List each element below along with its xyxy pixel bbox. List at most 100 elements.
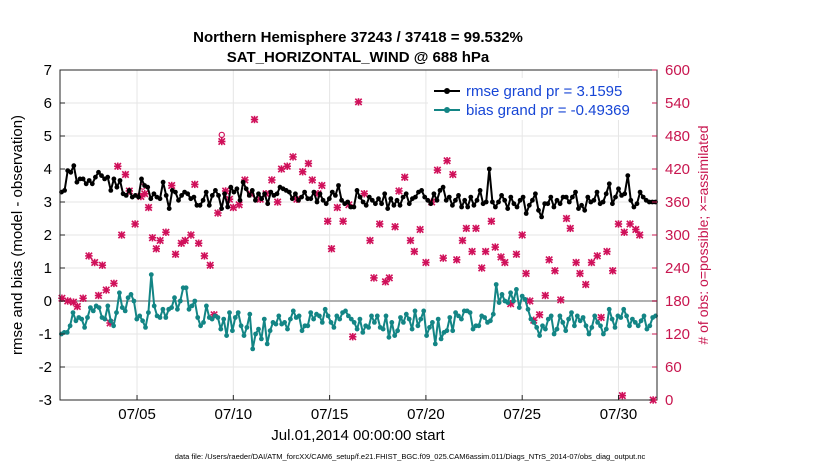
bias-point	[403, 311, 409, 317]
bias-point	[137, 313, 143, 319]
obs-point	[348, 332, 357, 341]
bias-point	[621, 306, 627, 312]
rmse-point	[486, 166, 492, 172]
rmse-point	[456, 193, 461, 198]
bias-point	[444, 328, 450, 334]
rmse-point	[240, 179, 246, 185]
rmse-point	[62, 188, 67, 193]
rmse-point	[379, 201, 384, 207]
rmse-point	[179, 193, 185, 198]
rmse-point	[336, 183, 341, 188]
bias-point	[337, 316, 343, 322]
obs-point	[375, 220, 384, 228]
rmse-point	[308, 196, 314, 202]
rmse-point	[213, 188, 218, 193]
rmse-point	[622, 191, 628, 197]
legend: rmse grand pr = 3.1595 bias grand pr = -…	[428, 78, 652, 120]
rmse-point	[530, 197, 535, 203]
x-tick-label: 07/05	[118, 406, 156, 423]
right-axis-ticks: 0 60 120 180 240 300 360 420 480 540 600	[652, 62, 690, 409]
bias-point	[64, 330, 70, 335]
bias-point	[406, 316, 412, 322]
rmse-point	[339, 197, 344, 203]
bias-point	[470, 326, 476, 332]
obs-point	[283, 162, 292, 171]
rmse-point	[96, 169, 101, 175]
rmse-point	[548, 194, 554, 200]
rmse-point	[366, 194, 372, 200]
rmse-point	[520, 194, 526, 200]
bias-point	[79, 316, 85, 322]
left-tick-label: 1	[44, 260, 52, 277]
bias-point	[282, 320, 287, 325]
rmse-point	[225, 204, 231, 210]
right-tick-label: 360	[665, 194, 690, 211]
bias-point	[409, 326, 415, 332]
rmse-point	[259, 196, 264, 202]
y-axis-right-label: # of obs: o=possible; ×=assimilated	[695, 125, 711, 344]
rmse-point	[243, 186, 249, 192]
rmse-point	[256, 191, 261, 197]
bias-point	[319, 320, 325, 325]
obs-point	[472, 224, 480, 233]
bias-series	[59, 272, 658, 352]
rmse-point	[376, 196, 381, 202]
rmse-point	[388, 196, 394, 202]
obs-point	[333, 203, 342, 212]
bias-point	[114, 310, 119, 315]
bias-point	[108, 318, 114, 324]
rmse-point	[474, 197, 480, 203]
bias-point	[372, 320, 377, 325]
rmse-point	[139, 176, 144, 182]
obs-point	[144, 203, 153, 212]
obs-point	[587, 258, 596, 267]
bias-point	[128, 292, 134, 297]
rmse-point	[363, 202, 369, 208]
obs-point	[98, 261, 107, 270]
rmse-point	[185, 191, 191, 197]
bias-point	[392, 333, 398, 338]
right-tick-label: 420	[665, 161, 690, 178]
rmse-point	[554, 197, 560, 203]
rmse-point	[382, 191, 388, 197]
obs-point	[187, 231, 195, 239]
bias-point	[630, 316, 635, 322]
rmse-point	[89, 181, 95, 187]
obs-point	[140, 189, 149, 198]
bias-point	[635, 323, 641, 329]
x-tick-label: 07/20	[407, 406, 445, 423]
rmse-point	[437, 188, 443, 193]
bias-point	[586, 331, 592, 337]
legend-box	[428, 78, 652, 120]
bias-point	[557, 313, 563, 319]
bias-point	[259, 336, 264, 342]
rmse-point	[296, 197, 301, 203]
bias-point	[343, 308, 348, 314]
obs-point	[273, 198, 282, 206]
rmse-point	[203, 189, 209, 195]
obs-point	[181, 236, 189, 245]
bias-point	[357, 316, 363, 322]
bias-point	[163, 315, 169, 320]
obs-point	[85, 252, 93, 260]
obs-point	[551, 266, 559, 275]
obs-point	[603, 247, 611, 256]
x-tick-label: 07/25	[503, 406, 541, 423]
bias-point	[351, 320, 357, 325]
bias-point	[317, 313, 322, 319]
bias-point	[241, 333, 247, 338]
right-tick-label: 240	[665, 260, 690, 277]
bias-point	[192, 298, 198, 304]
rmse-point	[637, 189, 643, 195]
rmse-point	[450, 202, 455, 208]
obs-point	[481, 247, 490, 256]
rmse-point	[160, 179, 166, 185]
obs-point	[131, 220, 139, 228]
rmse-point	[477, 188, 483, 193]
rmse-point	[511, 201, 517, 207]
obs-point	[121, 170, 130, 179]
bias-point	[360, 330, 366, 335]
bias-point	[311, 316, 316, 322]
bias-point	[117, 290, 122, 296]
